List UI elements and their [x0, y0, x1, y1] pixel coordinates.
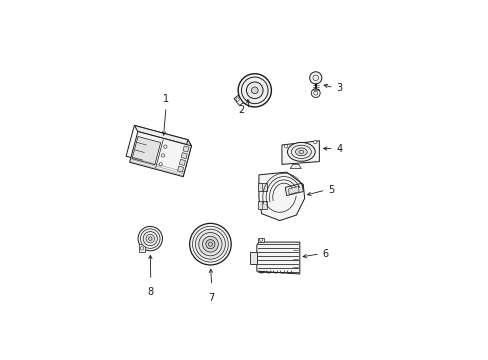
- Circle shape: [208, 242, 212, 246]
- Text: 4: 4: [336, 144, 342, 153]
- Text: 3: 3: [336, 82, 342, 93]
- Circle shape: [140, 229, 160, 248]
- Polygon shape: [249, 252, 256, 264]
- Polygon shape: [288, 186, 299, 194]
- Ellipse shape: [295, 148, 306, 156]
- Circle shape: [311, 89, 320, 98]
- Circle shape: [284, 145, 287, 148]
- Polygon shape: [258, 238, 263, 242]
- Circle shape: [238, 74, 271, 107]
- Circle shape: [241, 77, 267, 104]
- Polygon shape: [139, 244, 144, 252]
- Circle shape: [251, 87, 258, 94]
- Text: 1: 1: [163, 94, 169, 104]
- Polygon shape: [290, 164, 301, 168]
- Ellipse shape: [287, 143, 315, 161]
- Polygon shape: [179, 140, 191, 177]
- Polygon shape: [285, 183, 303, 195]
- Circle shape: [309, 72, 321, 84]
- Polygon shape: [132, 136, 161, 165]
- Ellipse shape: [298, 150, 303, 153]
- Circle shape: [138, 226, 162, 251]
- Polygon shape: [179, 159, 185, 166]
- Circle shape: [195, 229, 225, 259]
- Text: 8: 8: [147, 287, 154, 297]
- Circle shape: [313, 140, 316, 144]
- Polygon shape: [257, 201, 267, 209]
- Circle shape: [146, 234, 154, 243]
- Text: 2: 2: [238, 105, 244, 115]
- Polygon shape: [183, 146, 189, 152]
- Circle shape: [246, 82, 263, 99]
- Circle shape: [202, 236, 218, 252]
- Polygon shape: [233, 95, 243, 105]
- Circle shape: [205, 240, 215, 249]
- Circle shape: [313, 91, 317, 95]
- Text: 7: 7: [208, 293, 215, 303]
- Circle shape: [235, 98, 239, 101]
- Polygon shape: [257, 183, 267, 191]
- Polygon shape: [126, 125, 187, 171]
- Circle shape: [148, 237, 152, 240]
- Polygon shape: [181, 153, 187, 159]
- Text: 6: 6: [322, 249, 328, 259]
- Polygon shape: [129, 131, 191, 177]
- Polygon shape: [259, 172, 304, 221]
- Polygon shape: [177, 166, 183, 172]
- Circle shape: [192, 226, 228, 262]
- Circle shape: [143, 231, 157, 246]
- Circle shape: [259, 238, 262, 241]
- Polygon shape: [282, 141, 319, 164]
- Text: 5: 5: [327, 185, 334, 195]
- Circle shape: [189, 223, 231, 265]
- Polygon shape: [134, 125, 191, 146]
- Circle shape: [198, 233, 222, 256]
- Polygon shape: [256, 242, 299, 274]
- Circle shape: [140, 247, 143, 250]
